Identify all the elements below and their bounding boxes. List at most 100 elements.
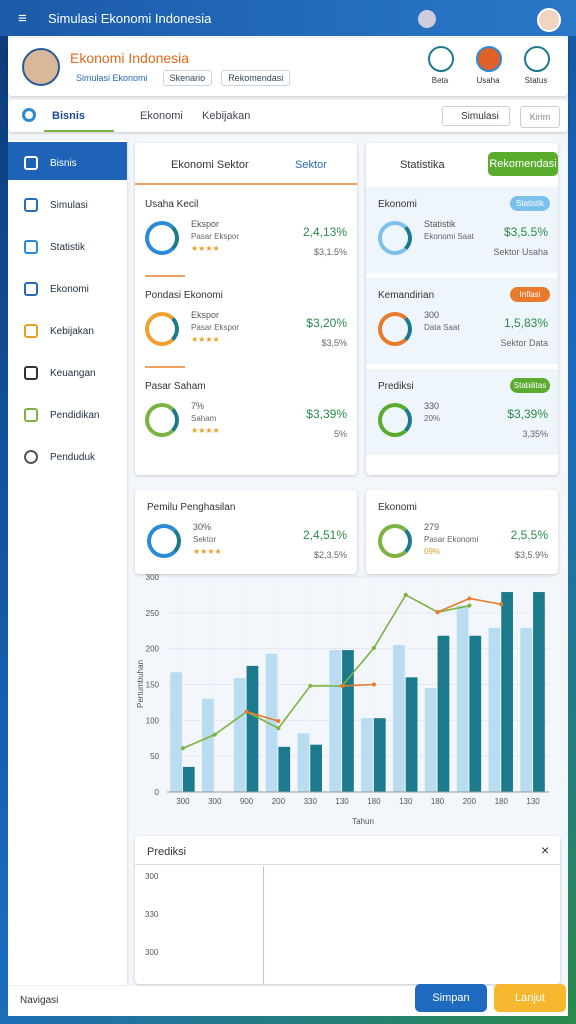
item-value: $3,5.5% xyxy=(503,225,548,239)
x-tick-label: 180 xyxy=(495,797,509,806)
sidebar-icon xyxy=(24,408,38,422)
item-icon xyxy=(145,403,179,437)
x-tick-label: 300 xyxy=(208,797,222,806)
y-tick-label: 250 xyxy=(146,609,160,618)
line-point xyxy=(212,732,217,737)
item-line: 20% xyxy=(424,414,441,423)
search[interactable]: Simulasi xyxy=(442,106,510,126)
item-sub: $3,5.9% xyxy=(514,550,548,560)
y-tick-label: 200 xyxy=(146,645,160,654)
recommend-button[interactable]: Rekomendasi xyxy=(488,152,558,176)
menu-icon[interactable]: ≡ xyxy=(18,10,27,27)
item-sub: Sektor Usaha xyxy=(493,247,548,257)
x-tick-label: 180 xyxy=(431,797,445,806)
item-title: Usaha Kecil xyxy=(145,199,199,210)
panel-title: Statistika xyxy=(400,159,445,171)
bar xyxy=(437,635,450,792)
bar xyxy=(533,592,545,792)
item-divider xyxy=(145,366,185,368)
footer: Navigasi Simpan Lanjut xyxy=(8,984,568,1016)
sector-panel: Ekonomi Sektor Sektor Usaha Kecil Ekspor P… xyxy=(135,143,357,475)
sidebar-icon xyxy=(24,450,38,464)
bar xyxy=(297,733,310,792)
send-button[interactable]: Kirim xyxy=(520,106,560,128)
item-title: Pondasi Ekonomi xyxy=(145,290,223,301)
action-icon[interactable] xyxy=(476,46,502,72)
sidebar-item[interactable]: Bisnis xyxy=(50,158,77,169)
save-button[interactable]: Simpan xyxy=(415,984,487,1012)
sidebar-item[interactable]: Statistik xyxy=(50,242,86,253)
tab-underline xyxy=(44,130,114,132)
item-value: 1,5,83% xyxy=(503,316,548,330)
x-tick-label: 900 xyxy=(240,797,254,806)
sidebar-item[interactable]: Penduduk xyxy=(50,452,96,463)
x-tick-label: 130 xyxy=(526,797,540,806)
bar xyxy=(405,677,418,792)
marker-line xyxy=(263,866,264,984)
sidebar-item[interactable]: Simulasi xyxy=(50,200,88,211)
filter-dropdown[interactable]: Sektor xyxy=(295,159,327,171)
item-sub: $3,5% xyxy=(321,338,347,348)
x-tick-label: 300 xyxy=(176,797,190,806)
line-point xyxy=(403,592,408,597)
tab[interactable]: Bisnis xyxy=(52,110,86,122)
item-title: Pasar Saham xyxy=(145,381,206,392)
item-icon xyxy=(378,524,412,558)
close-button[interactable]: × xyxy=(541,842,550,858)
item-icon xyxy=(378,221,412,255)
x-axis-label: Tahun xyxy=(352,817,374,826)
item-line: 279 xyxy=(424,522,440,532)
sidebar-item[interactable]: Ekonomi xyxy=(50,284,89,295)
item-line: Pasar Ekspor xyxy=(191,323,240,332)
tab[interactable]: Ekonomi xyxy=(140,110,183,122)
sidebar-item[interactable]: Keuangan xyxy=(50,368,96,379)
next-button[interactable]: Lanjut xyxy=(494,984,566,1012)
app-title: Simulasi Ekonomi Indonesia xyxy=(48,11,212,26)
tab[interactable]: Kebijakan xyxy=(202,110,251,122)
action-icon[interactable] xyxy=(428,46,454,72)
profile-card: Ekonomi Indonesia Simulasi Ekonomi Skena… xyxy=(8,38,568,96)
profile-chips: Simulasi Ekonomi Skenario Rekomendasi xyxy=(70,70,296,86)
bar xyxy=(361,718,373,792)
profile-avatar xyxy=(22,48,60,86)
panel-title: Prediksi xyxy=(147,846,187,858)
bar xyxy=(393,645,405,792)
item-line: Saham xyxy=(191,414,217,423)
y-tick-label: 300 xyxy=(146,573,160,582)
sidebar-active xyxy=(8,142,127,180)
profile-subtitle: Simulasi Ekonomi xyxy=(76,73,148,83)
chip[interactable]: Skenario xyxy=(162,70,213,86)
sidebar-item[interactable]: Kebijakan xyxy=(50,326,94,337)
tick-label: 300 xyxy=(145,948,159,957)
item-value: $3,39% xyxy=(306,407,347,421)
avatar[interactable] xyxy=(537,8,561,32)
footer-label: Navigasi xyxy=(20,995,59,1006)
bar xyxy=(278,746,291,792)
y-tick-label: 150 xyxy=(146,681,160,690)
item-line: 330 xyxy=(424,401,440,411)
y-tick-label: 100 xyxy=(146,716,160,725)
action-label: Status xyxy=(524,76,548,85)
bar xyxy=(233,678,246,792)
user-icon[interactable] xyxy=(418,10,436,28)
sidebar-icon xyxy=(24,198,38,212)
bar xyxy=(170,672,182,792)
line-point xyxy=(371,645,376,650)
panel-title: Ekonomi Sektor xyxy=(171,159,249,171)
item-sub: $2,3.5% xyxy=(313,550,347,560)
bar xyxy=(182,766,195,792)
sidebar-icon xyxy=(24,324,38,338)
item-title: Prediksi xyxy=(378,381,414,392)
bar xyxy=(265,653,278,792)
sidebar-icon xyxy=(24,366,38,380)
line-point xyxy=(308,683,313,688)
chart: Pertumbuhan Tahun 0 50 100 150 200 250 300 300 3… xyxy=(136,573,549,826)
item-sub: 3,35% xyxy=(522,429,548,439)
item-value: 2,4,51% xyxy=(302,528,347,542)
sidebar-item[interactable]: Pendidikan xyxy=(50,410,100,421)
line-point xyxy=(340,683,345,688)
action-icon[interactable] xyxy=(524,46,550,72)
chip[interactable]: Rekomendasi xyxy=(221,70,291,86)
item-icon xyxy=(147,524,181,558)
item-sub: 5% xyxy=(333,429,347,439)
